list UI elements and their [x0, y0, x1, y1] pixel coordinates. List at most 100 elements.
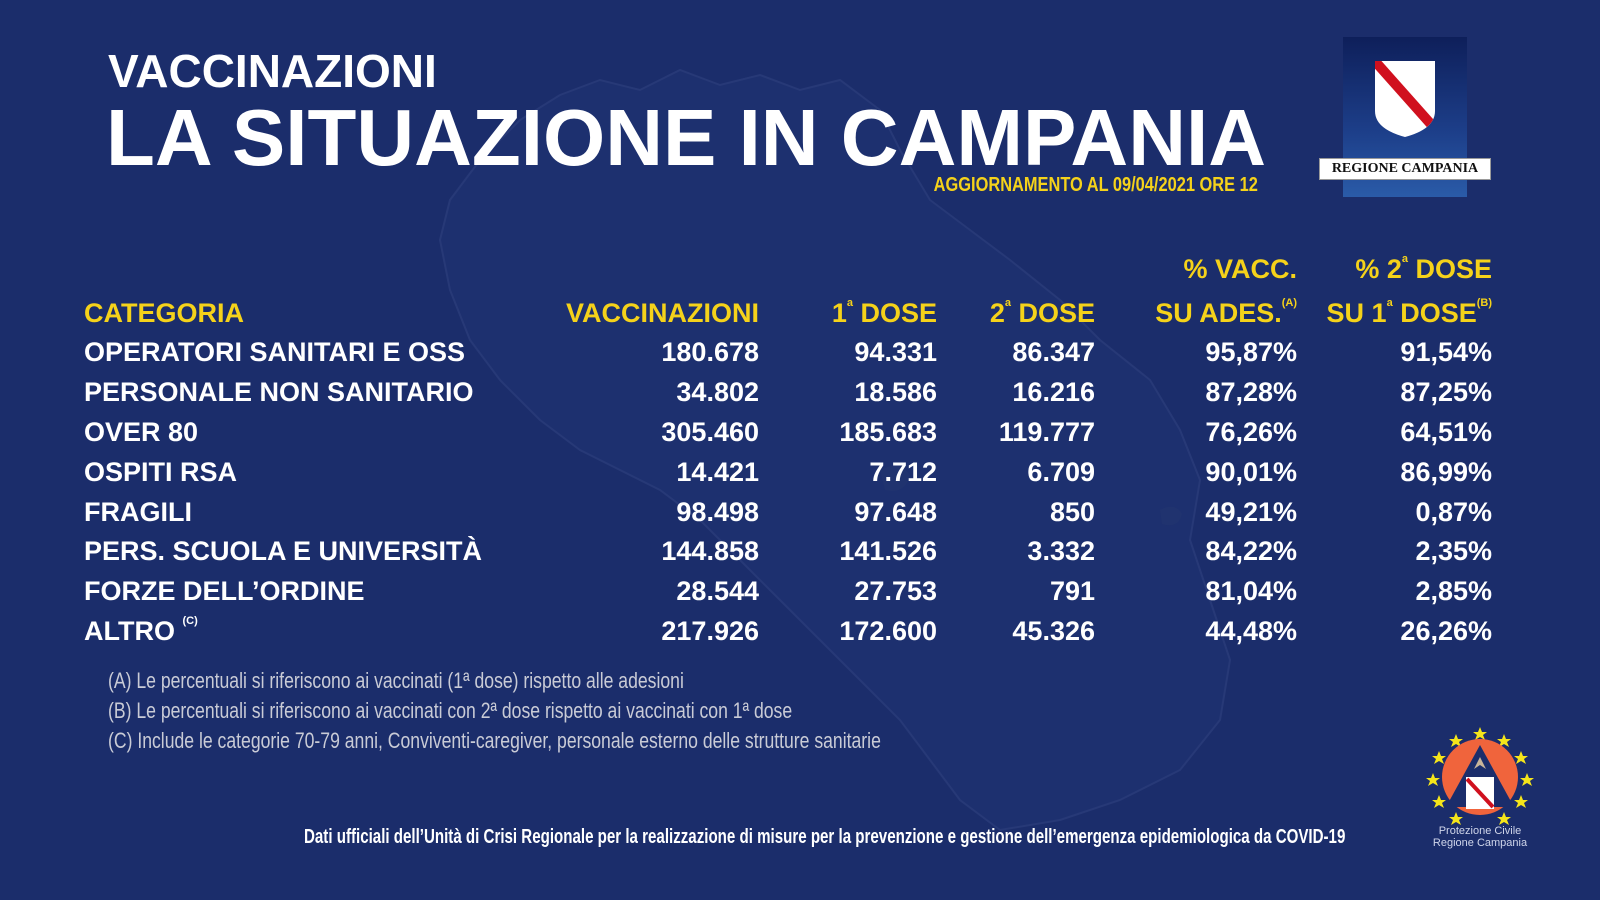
cell-pct-2dose: 91,54%	[1400, 337, 1492, 368]
table-row: PERS. SCUOLA E UNIVERSITÀ 144.858 141.52…	[84, 532, 1492, 572]
cell-pct-2dose: 26,26%	[1400, 615, 1492, 646]
cell-dose1: 141.526	[839, 536, 937, 567]
cell-dose1: 97.648	[854, 496, 937, 527]
cell-vaccinazioni: 144.858	[661, 536, 759, 567]
vaccination-table: CATEGORIA VACCINAZIONI 1a DOSE 2a DOSE %…	[84, 245, 1492, 651]
pct2-l2-pre: SU 1	[1326, 298, 1387, 328]
regione-campania-label: REGIONE CAMPANIA	[1319, 158, 1491, 180]
table-row: ALTRO (C) 217.926 172.600 45.326 44,48% …	[84, 612, 1492, 652]
title-kicker: VACCINAZIONI	[108, 45, 437, 97]
dose2-sup: a	[1004, 297, 1011, 309]
cell-dose2: 45.326	[1012, 615, 1095, 646]
protezione-civile-emblem-icon	[1426, 727, 1534, 825]
cell-vaccinazioni: 34.802	[676, 377, 759, 408]
header-pct-2dose: % 2a DOSE SU 1a DOSE(B)	[1297, 245, 1492, 333]
update-timestamp: AGGIORNAMENTO AL 09/04/2021 ORE 12	[933, 174, 1258, 196]
pct2-l1-post: DOSE	[1407, 254, 1492, 284]
cell-categoria: PERS. SCUOLA E UNIVERSITÀ	[84, 536, 483, 567]
pc-label-line1: Protezione Civile	[1438, 825, 1522, 837]
cell-pct-2dose: 86,99%	[1400, 456, 1492, 487]
dose2-num: 2	[989, 298, 1005, 328]
pct2-l2-sup: a	[1386, 297, 1393, 309]
dose1-sup: a	[846, 297, 853, 309]
note-a-marker: (A)	[1281, 297, 1297, 309]
cell-pct-2dose: 2,85%	[1415, 576, 1492, 607]
footnote-c: (C) Include le categorie 70-79 anni, Con…	[108, 728, 881, 753]
campania-shield-icon	[1375, 61, 1435, 137]
page-title: LA SITUAZIONE IN CAMPANIA	[106, 93, 1266, 182]
cell-vaccinazioni: 98.498	[676, 496, 759, 527]
cell-categoria: FRAGILI	[84, 496, 192, 527]
cell-vaccinazioni: 28.544	[676, 576, 759, 607]
cell-dose1: 185.683	[839, 416, 937, 447]
cell-pct-2dose: 87,25%	[1400, 377, 1492, 408]
footnotes: (A) Le percentuali si riferiscono ai vac…	[108, 666, 881, 756]
dose1-text: DOSE	[852, 298, 937, 328]
cell-dose2: 86.347	[1012, 337, 1095, 368]
pct2-l1-sup: a	[1401, 253, 1408, 265]
cell-pct-2dose: 64,51%	[1400, 416, 1492, 447]
table-row: PERSONALE NON SANITARIO 34.802 18.586 16…	[84, 373, 1492, 413]
pct2-l1-pre: % 2	[1355, 254, 1402, 284]
header-dose1: 1a DOSE	[759, 245, 937, 333]
protezione-civile-label: Protezione Civile Regione Campania	[1402, 825, 1558, 849]
pct-vacc-line2: SU ADES.	[1155, 298, 1282, 328]
dose1-num: 1	[831, 298, 847, 328]
cell-dose2: 3.332	[1027, 536, 1095, 567]
note-c-marker: (C)	[182, 614, 198, 627]
header-categoria: CATEGORIA	[84, 245, 534, 333]
cell-dose2: 119.777	[998, 416, 1095, 447]
table-header-row: CATEGORIA VACCINAZIONI 1a DOSE 2a DOSE %…	[84, 245, 1492, 333]
cell-pct-vacc: 49,21%	[1205, 496, 1297, 527]
cell-pct-vacc: 81,04%	[1205, 576, 1297, 607]
header-vaccinazioni: VACCINAZIONI	[534, 245, 759, 333]
regione-campania-logo: REGIONE CAMPANIA	[1319, 37, 1491, 197]
cell-categoria-label: ALTRO	[84, 615, 175, 646]
cell-dose1: 94.331	[854, 337, 937, 368]
cell-categoria: OSPITI RSA	[84, 456, 238, 487]
cell-categoria: OVER 80	[84, 416, 199, 447]
cell-vaccinazioni: 305.460	[661, 416, 759, 447]
cell-pct-2dose: 0,87%	[1415, 496, 1492, 527]
header-dose2: 2a DOSE	[937, 245, 1095, 333]
cell-pct-vacc: 90,01%	[1205, 456, 1297, 487]
cell-pct-vacc: 84,22%	[1205, 536, 1297, 567]
protezione-civile-logo: Protezione Civile Regione Campania	[1420, 725, 1540, 855]
cell-dose1: 7.712	[869, 456, 937, 487]
cell-pct-vacc: 44,48%	[1205, 615, 1297, 646]
cell-pct-2dose: 2,35%	[1415, 536, 1492, 567]
cell-dose2: 16.216	[1012, 377, 1095, 408]
table-row: OPERATORI SANITARI E OSS 180.678 94.331 …	[84, 333, 1492, 373]
header-categoria-label: CATEGORIA	[84, 298, 244, 328]
cell-dose2: 850	[1049, 496, 1095, 527]
cell-categoria: OPERATORI SANITARI E OSS	[84, 337, 466, 368]
table-row: FRAGILI 98.498 97.648 850 49,21% 0,87%	[84, 492, 1492, 532]
footnote-a: (A) Le percentuali si riferiscono ai vac…	[108, 668, 684, 693]
header-pct-vacc: % VACC. SU ADES.(A)	[1095, 245, 1297, 333]
cell-pct-vacc: 87,28%	[1205, 377, 1297, 408]
table-row: FORZE DELL’ORDINE 28.544 27.753 791 81,0…	[84, 572, 1492, 612]
cell-pct-vacc: 95,87%	[1205, 337, 1297, 368]
cell-vaccinazioni: 217.926	[661, 615, 759, 646]
cell-categoria: PERSONALE NON SANITARIO	[84, 377, 474, 408]
pct-vacc-line1: % VACC.	[1183, 254, 1297, 284]
cell-categoria: FORZE DELL’ORDINE	[84, 576, 365, 607]
pc-label-line2: Regione Campania	[1432, 837, 1528, 849]
table-row: OSPITI RSA 14.421 7.712 6.709 90,01% 86,…	[84, 452, 1492, 492]
dose2-text: DOSE	[1010, 298, 1095, 328]
cell-dose1: 27.753	[854, 576, 937, 607]
header-vaccinazioni-label: VACCINAZIONI	[566, 298, 759, 328]
cell-categoria: ALTRO (C)	[84, 612, 534, 652]
cell-vaccinazioni: 14.421	[676, 456, 759, 487]
table-row: OVER 80 305.460 185.683 119.777 76,26% 6…	[84, 413, 1492, 453]
note-b-marker: (B)	[1476, 297, 1492, 309]
pct2-l2-post: DOSE	[1392, 298, 1477, 328]
cell-dose1: 18.586	[854, 377, 937, 408]
cell-dose2: 6.709	[1027, 456, 1095, 487]
cell-vaccinazioni: 180.678	[661, 337, 759, 368]
cell-dose1: 172.600	[839, 615, 937, 646]
footnote-b: (B) Le percentuali si riferiscono ai vac…	[108, 698, 793, 723]
cell-dose2: 791	[1049, 576, 1095, 607]
cell-pct-vacc: 76,26%	[1205, 416, 1297, 447]
